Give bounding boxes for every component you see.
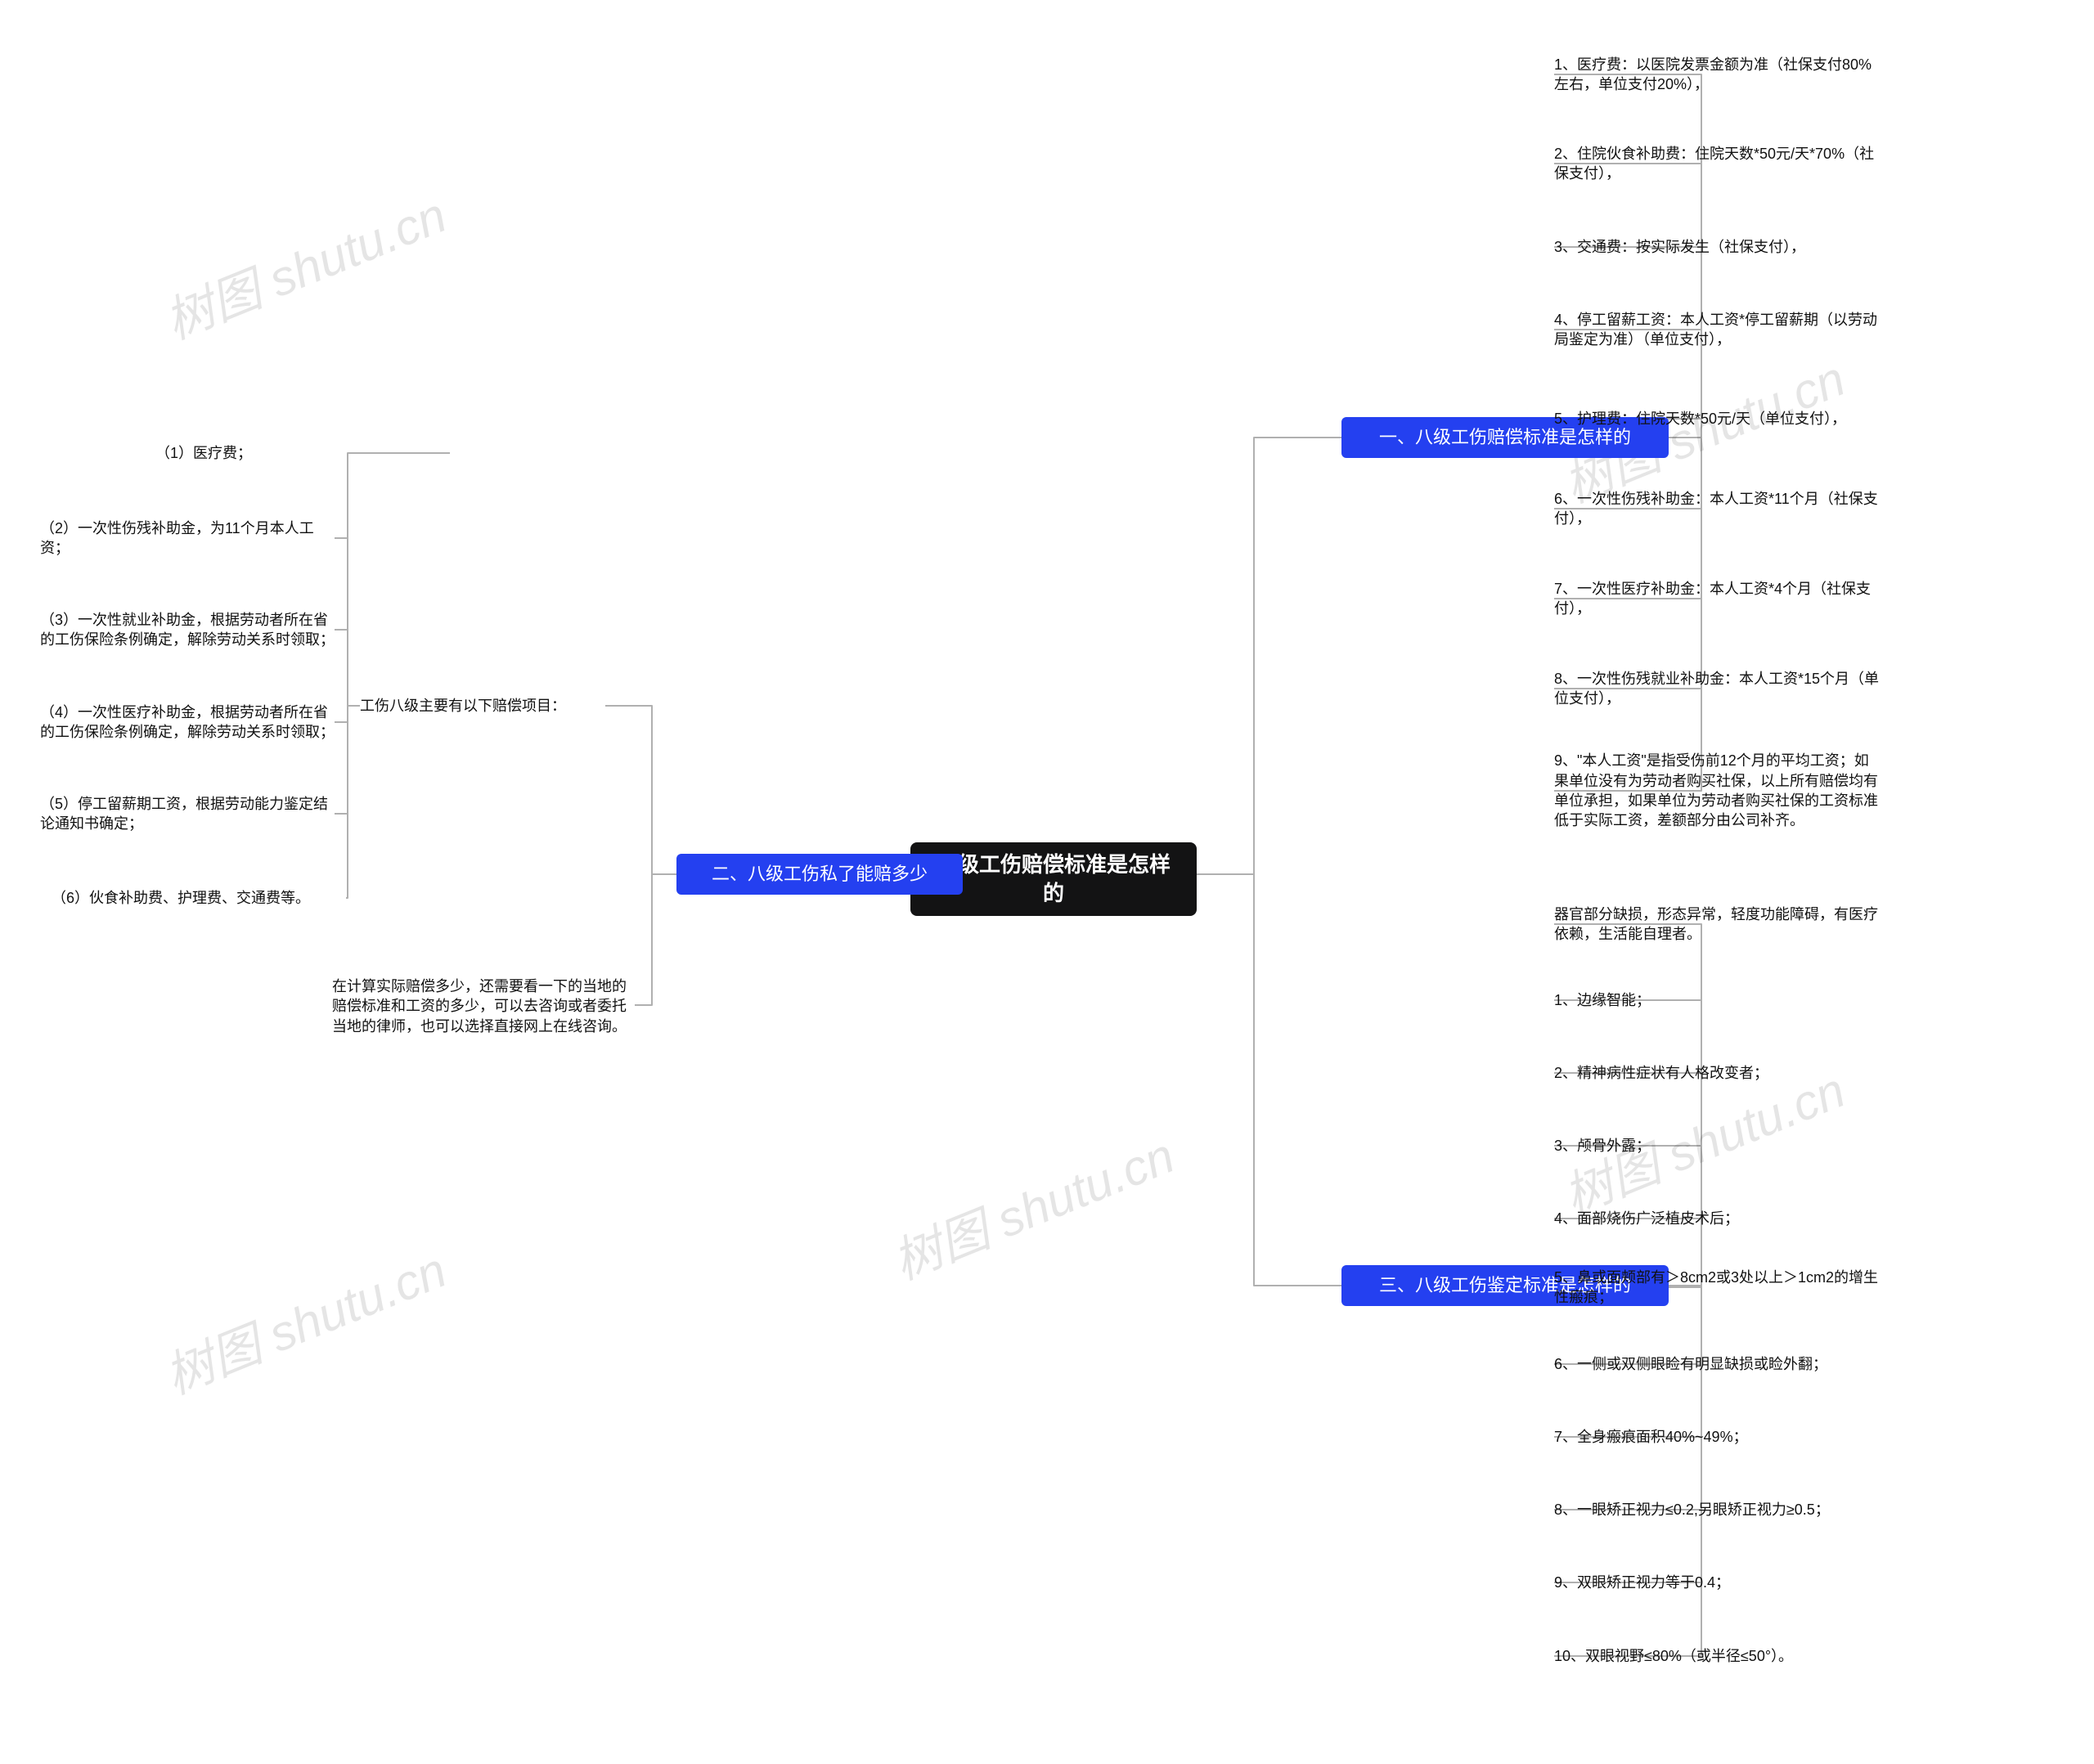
watermark: 树图 shutu.cn [153, 176, 456, 353]
leaf-b1l8: 8、一次性伤残就业补助金：本人工资*15个月（单位支付）， [1554, 668, 1881, 709]
leaf-b3l8: 8、一眼矫正视力≤0.2,另眼矫正视力≥0.5； [1554, 1497, 1881, 1522]
leaf-b3l10: 10、双眼视野≤80%（或半径≤50°）。 [1554, 1644, 1881, 1668]
leaf-b3l2: 2、精神病性症状有人格改变者； [1554, 1061, 1881, 1085]
subnode-b2s1: 工伤八级主要有以下赔偿项目： [360, 693, 605, 718]
leaf-b3l1: 1、边缘智能； [1554, 988, 1881, 1012]
leaf-b1l1: 1、医疗费：以医院发票金额为准（社保支付80%左右，单位支付20%）， [1554, 54, 1881, 95]
leaf-b1l3: 3、交通费：按实际发生（社保支付）， [1554, 235, 1881, 259]
leaf-b2s1l2: （2）一次性伤残补助金，为11个月本人工资； [40, 518, 335, 559]
leaf-b2s1l3: （3）一次性就业补助金，根据劳动者所在省的工伤保险条例确定，解除劳动关系时领取； [40, 609, 335, 650]
leaf-b3l3: 3、颅骨外露； [1554, 1133, 1881, 1158]
leaf-b1l7: 7、一次性医疗补助金：本人工资*4个月（社保支付）， [1554, 578, 1881, 619]
leaf-b3l6: 6、一侧或双侧眼睑有明显缺损或睑外翻； [1554, 1352, 1881, 1376]
leaf-b2s1l1: （1）医疗费； [155, 441, 450, 465]
leaf-b1l9: 9、"本人工资"是指受伤前12个月的平均工资；如果单位没有为劳动者购买社保，以上… [1554, 746, 1881, 836]
leaf-b1l4: 4、停工留薪工资：本人工资*停工留薪期（以劳动局鉴定为准）（单位支付）， [1554, 309, 1881, 350]
leaf-b3l0: 器官部分缺损，形态异常，轻度功能障碍，有医疗依赖，生活能自理者。 [1554, 904, 1881, 945]
branch-b2: 二、八级工伤私了能赔多少 [676, 854, 963, 895]
leaf-b1l5: 5、护理费：住院天数*50元/天（单位支付）， [1554, 398, 1881, 439]
watermark: 树图 shutu.cn [153, 1231, 456, 1408]
leaf-b3l7: 7、全身瘢痕面积40%~49%； [1554, 1425, 1881, 1449]
mindmap-canvas: 树图 shutu.cn树图 shutu.cn树图 shutu.cn树图 shut… [0, 0, 2094, 1764]
leaf-b2s1l5: （5）停工留薪期工资，根据劳动能力鉴定结论通知书确定； [40, 793, 335, 834]
leaf-b3l5: 5、鼻或面颊部有＞8cm2或3处以上＞1cm2的增生性瘢痕； [1554, 1267, 1881, 1308]
watermark: 树图 shutu.cn [881, 1116, 1184, 1294]
leaf-b2s1l4: （4）一次性医疗补助金，根据劳动者所在省的工伤保险条例确定，解除劳动关系时领取； [40, 702, 335, 743]
leaf-b3l4: 4、面部烧伤广泛植皮术后； [1554, 1206, 1881, 1231]
leaf-b3l9: 9、双眼矫正视力等于0.4； [1554, 1570, 1881, 1595]
subnode-b2s2: 在计算实际赔偿多少，还需要看一下的当地的赔偿标准和工资的多少，可以去咨询或者委托… [332, 976, 635, 1036]
leaf-b1l6: 6、一次性伤残补助金：本人工资*11个月（社保支付）， [1554, 488, 1881, 529]
leaf-b1l2: 2、住院伙食补助费：住院天数*50元/天*70%（社保支付）， [1554, 143, 1881, 184]
leaf-b2s1l6: （6）伙食补助费、护理费、交通费等。 [52, 886, 346, 910]
